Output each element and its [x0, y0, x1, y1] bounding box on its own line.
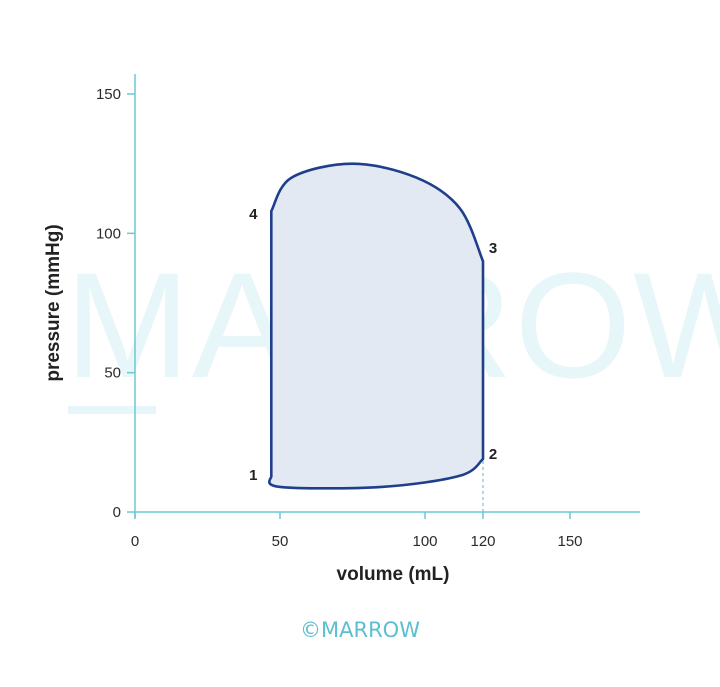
pv-loop-line: [267, 162, 485, 490]
x-tick-label: 100: [412, 533, 437, 550]
y-axis-title: pressure (mmHg): [43, 224, 64, 381]
y-tick-label: 150: [96, 86, 121, 103]
point-label-1: 1: [249, 467, 257, 484]
x-tick-label: 50: [272, 533, 289, 550]
credit-text: ©MARROW: [300, 618, 420, 642]
y-tick-label: 50: [104, 365, 121, 382]
y-tick-label: 100: [96, 225, 121, 242]
x-axis-title: volume (mL): [337, 564, 450, 585]
x-tick-label: 150: [557, 533, 582, 550]
point-label-4: 4: [249, 206, 258, 223]
x-tick-label: 0: [131, 533, 139, 550]
y-tick-label: 0: [113, 504, 121, 521]
point-label-2: 2: [489, 446, 497, 463]
point-label-3: 3: [489, 240, 497, 257]
x-tick-label: 120: [470, 533, 495, 550]
plot-area: 0 50 100 120 150 0 50 100 150 1 2 3 4: [96, 74, 640, 550]
